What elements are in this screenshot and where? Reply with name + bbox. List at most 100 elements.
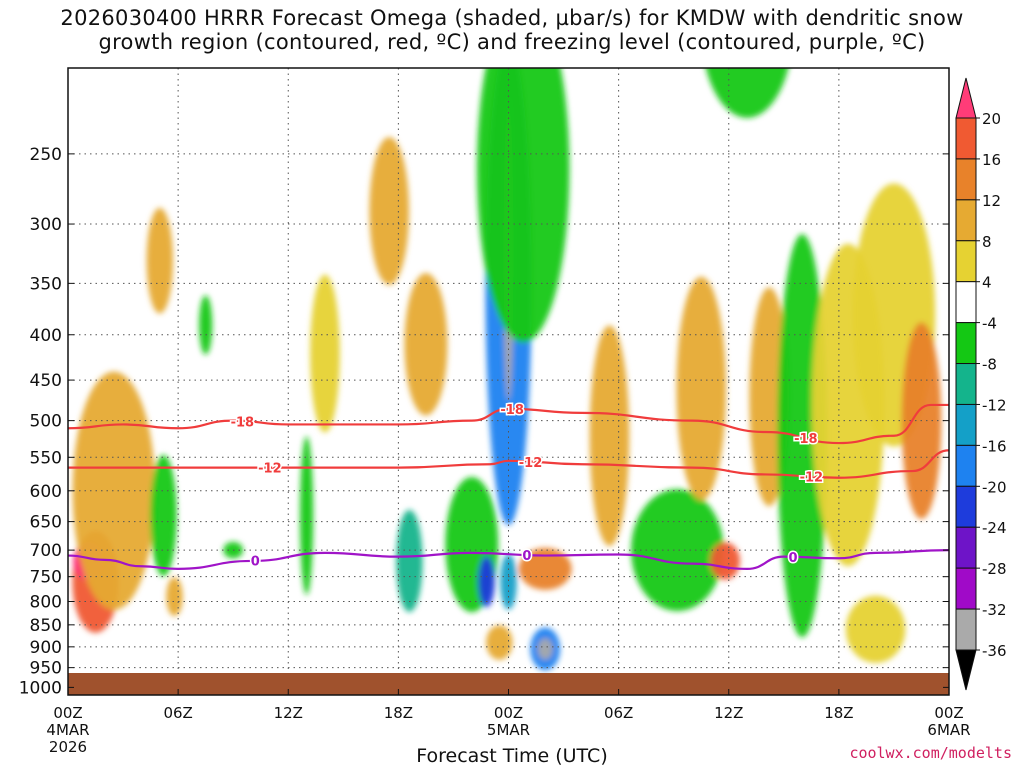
colorbar-label--8: -8: [982, 356, 997, 374]
colorbar-top-arrow: [955, 77, 977, 119]
y-label-450: 450: [30, 371, 62, 391]
colorbar: 20 16 12 8 4 -4 -8 -12 -16 -20 -24 -28 -32 -36: [955, 77, 1007, 691]
omega-blob-6: [199, 295, 213, 355]
omega-blob-21: [537, 638, 553, 660]
colorbar-swatch-0: [955, 117, 977, 160]
omega-blob-3: [150, 455, 177, 577]
x-sublabel2-0: 2026: [49, 738, 87, 756]
y-label-650: 650: [30, 513, 62, 533]
y-label-350: 350: [30, 274, 62, 294]
colorbar-label--12: -12: [982, 396, 1007, 414]
colorbar-label--28: -28: [982, 560, 1007, 578]
colorbar-swatch-1: [955, 158, 977, 201]
title-line-2: growth region (contoured, red, ºC) and f…: [98, 30, 926, 54]
x-label-5: 06Z: [604, 704, 633, 722]
omega-blob-10: [369, 137, 410, 285]
x-axis-title: Forecast Time (UTC): [416, 745, 608, 767]
colorbar-label-8: 8: [982, 233, 992, 251]
colorbar-swatch-10: [955, 526, 977, 569]
x-label-1: 06Z: [163, 704, 192, 722]
omega-blob-14: [478, 556, 495, 608]
colorbar-swatch-7: [955, 403, 977, 446]
colorbar-swatch-6: [955, 363, 977, 405]
colorbar-label--36: -36: [982, 642, 1007, 660]
colorbar-label--20: -20: [982, 478, 1007, 496]
x-label-3: 18Z: [384, 704, 413, 722]
x-label-6: 12Z: [714, 704, 743, 722]
colorbar-swatch-4: [955, 281, 977, 324]
contour-label--18-1: -18: [500, 403, 524, 418]
omega-blob-5: [146, 207, 173, 314]
omega-blob-27: [705, 68, 789, 118]
colorbar-swatch-8: [955, 444, 977, 487]
omega-blob-8: [299, 436, 314, 595]
contour--18: [68, 403, 949, 445]
x-sublabel-4: 5MAR: [487, 721, 530, 739]
omega-blob-23: [589, 325, 630, 546]
x-sublabel-8: 6MAR: [927, 721, 970, 739]
omega-blob-4: [166, 577, 183, 617]
contour-label--12-2: -12: [800, 470, 824, 485]
y-axis: 2503003504004505005506006507007508008509…: [19, 145, 949, 698]
colorbar-swatch-12: [955, 608, 977, 651]
colorbar-label-12: 12: [982, 192, 1001, 210]
y-label-500: 500: [30, 412, 62, 432]
colorbar-swatch-11: [955, 567, 977, 610]
y-label-1000: 1000: [19, 678, 62, 698]
x-label-7: 18Z: [824, 704, 853, 722]
contour--12: [68, 449, 949, 479]
x-sublabel-0: 4MAR: [46, 721, 89, 739]
omega-blob-19: [486, 625, 513, 660]
x-label-2: 12Z: [274, 704, 303, 722]
contour-label-0-1: 0: [522, 549, 531, 564]
colorbar-label--24: -24: [982, 519, 1007, 537]
y-label-700: 700: [30, 541, 62, 561]
contour-label--12-0: -12: [258, 462, 282, 477]
y-label-300: 300: [30, 215, 62, 235]
colorbar-swatch-3: [955, 240, 977, 283]
credit-text: coolwx.com/modelts: [849, 744, 1012, 762]
chart-title: 2026030400 HRRR Forecast Omega (shaded, …: [0, 6, 1024, 54]
omega-blob-18: [500, 553, 517, 610]
contour-label--18-0: -18: [231, 415, 255, 430]
colorbar-swatch-9: [955, 485, 977, 528]
omega-blob-9: [310, 274, 340, 433]
title-line-1: 2026030400 HRRR Forecast Omega (shaded, …: [60, 6, 964, 30]
y-label-800: 800: [30, 593, 62, 613]
colorbar-swatch-5: [955, 322, 977, 365]
x-label-0: 00Z: [53, 704, 82, 722]
colorbar-label-16: 16: [982, 151, 1001, 169]
colorbar-label-20: 20: [982, 110, 1001, 128]
y-label-750: 750: [30, 568, 62, 588]
contour-0: [68, 549, 949, 570]
contour-label--12-1: -12: [519, 456, 543, 471]
temperature-contours: -18 -18 -18 -12 -12 -12 0 0 0: [68, 402, 949, 571]
colorbar-label--4: -4: [982, 315, 997, 333]
omega-blob-12: [404, 273, 448, 416]
x-label-4: 00Z: [494, 704, 523, 722]
omega-blob-25: [676, 276, 726, 501]
y-label-250: 250: [30, 145, 62, 165]
y-label-900: 900: [30, 638, 62, 658]
omega-blob-11: [396, 509, 423, 613]
y-label-950: 950: [30, 659, 62, 679]
colorbar-label--32: -32: [982, 601, 1007, 619]
colorbar-swatch-2: [955, 199, 977, 242]
omega-blob-22: [518, 547, 572, 590]
contour-label--18-2: -18: [794, 432, 818, 447]
y-label-850: 850: [30, 616, 62, 636]
contour-label-0-2: 0: [788, 551, 797, 566]
y-label-600: 600: [30, 482, 62, 502]
y-label-400: 400: [30, 326, 62, 346]
colorbar-label--16: -16: [982, 437, 1007, 455]
omega-blob-24: [631, 489, 724, 612]
omega-blob-17: [476, 68, 570, 343]
omega-blob-33: [845, 595, 906, 663]
colorbar-label-4: 4: [982, 274, 992, 292]
omega-blob-26: [710, 542, 740, 580]
x-label-8: 00Z: [934, 704, 963, 722]
contour-label-0-0: 0: [251, 555, 260, 570]
colorbar-bottom-arrow: [955, 649, 977, 691]
